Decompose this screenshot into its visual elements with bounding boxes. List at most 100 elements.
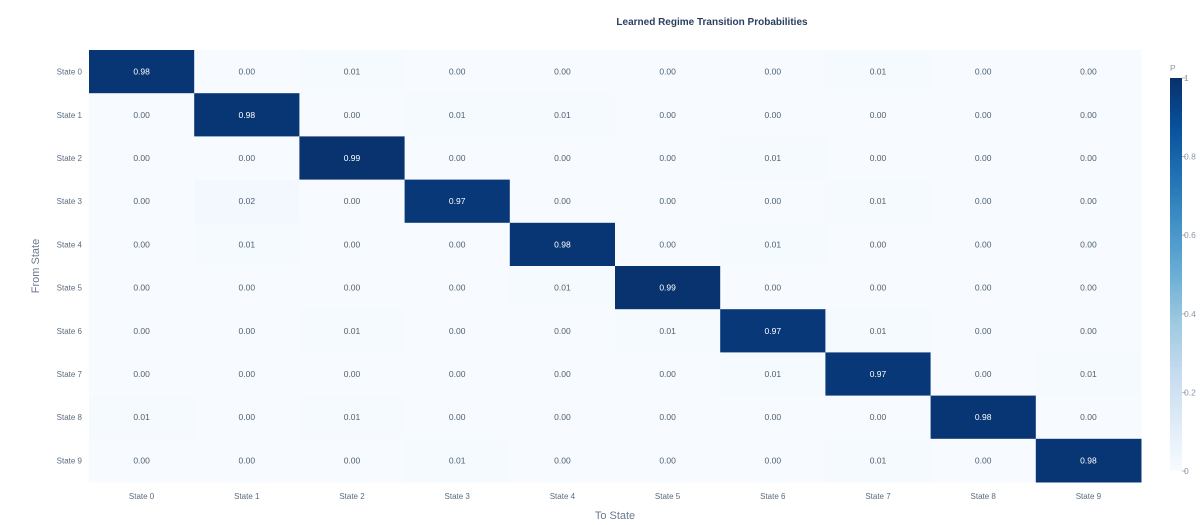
x-tick-label: State 3 (445, 492, 471, 501)
x-tick-label: State 0 (129, 492, 155, 501)
heatmap-cell (1035, 179, 1142, 224)
cell-value-label: 0.00 (659, 369, 676, 379)
y-axis-ticks: State 0 State 1 State 2 State 3 State 4 State… (57, 68, 83, 466)
y-tick-label: State 7 (57, 370, 83, 379)
heatmap-cell (509, 179, 616, 224)
cell-value-label: 0.00 (449, 67, 466, 77)
colorbar-tick-label: 0.4 (1184, 309, 1196, 319)
cell-value-label: 0.00 (870, 110, 887, 120)
cell-value-label: 0.00 (239, 369, 256, 379)
cell-value-label: 0.02 (239, 196, 256, 206)
y-tick-label: State 2 (57, 154, 83, 163)
x-axis-ticks: State 0 State 1 State 2 State 3 State 4 State… (129, 492, 1102, 501)
cell-value-label: 0.99 (344, 153, 361, 163)
heatmap-cell (404, 179, 511, 224)
heatmap-cell (509, 222, 616, 267)
heatmap-cell (509, 93, 616, 137)
heatmap-cell (194, 266, 300, 310)
cell-value-label: 0.01 (765, 239, 782, 249)
x-tick-label: State 7 (865, 492, 891, 501)
x-tick-label: State 9 (1076, 492, 1102, 501)
heatmap-cell (194, 352, 300, 397)
heatmap-cell (509, 136, 616, 181)
cell-value-label: 0.00 (659, 196, 676, 206)
y-tick-label: State 4 (57, 240, 83, 249)
heatmap-cell (194, 50, 300, 94)
heatmap-cell (825, 438, 932, 483)
heatmap-cell (615, 309, 721, 353)
x-tick-label: State 6 (760, 492, 786, 501)
heatmap-cell (299, 136, 406, 181)
cell-value-label: 0.00 (765, 455, 782, 465)
heatmap-cell (404, 93, 511, 137)
heatmap-cell (615, 266, 721, 310)
cell-value-label: 0.01 (870, 455, 887, 465)
cell-value-label: 0.00 (870, 283, 887, 293)
heatmap-cell (720, 352, 826, 397)
cell-value-label: 0.00 (554, 196, 571, 206)
cell-value-label: 0.01 (765, 369, 782, 379)
x-axis-label: To State (595, 510, 635, 522)
cell-value-label: 0.00 (975, 455, 992, 465)
heatmap-cell (89, 438, 195, 483)
heatmap-cell (720, 438, 826, 483)
heatmap-cell (404, 222, 511, 267)
heatmap-cell (1035, 50, 1142, 94)
y-tick-label: State 8 (57, 413, 83, 422)
heatmap-cell (404, 352, 511, 397)
y-tick-label: State 5 (57, 284, 83, 293)
cell-value-label: 0.00 (1080, 67, 1097, 77)
heatmap-cell (299, 93, 406, 137)
cell-value-label: 0.00 (765, 412, 782, 422)
heatmap-cells (89, 50, 1142, 483)
cell-value-label: 0.00 (870, 239, 887, 249)
heatmap-cell (194, 395, 300, 440)
cell-value-label: 0.00 (765, 67, 782, 77)
cell-value-label: 0.00 (975, 153, 992, 163)
colorbar-gradient (1170, 78, 1182, 471)
cell-value-label: 0.98 (239, 110, 256, 120)
heatmap-cell (299, 309, 406, 353)
heatmap-cell (194, 309, 300, 353)
cell-value-label: 0.97 (765, 326, 782, 336)
cell-value-label: 0.00 (133, 196, 150, 206)
y-axis-label: From State (30, 239, 42, 293)
heatmap-cell (89, 179, 195, 224)
heatmap-cell (509, 438, 616, 483)
heatmap-cell (930, 50, 1037, 94)
heatmap-cell (194, 93, 300, 137)
cell-value-label: 0.00 (554, 455, 571, 465)
cell-value-label: 0.00 (1080, 196, 1097, 206)
cell-value-label: 0.00 (344, 283, 361, 293)
heatmap-cell (299, 266, 406, 310)
colorbar-tick-label: 0.6 (1184, 230, 1196, 240)
cell-value-label: 0.00 (975, 326, 992, 336)
cell-value-label: 0.00 (975, 67, 992, 77)
colorbar-tick-label: 0.2 (1184, 387, 1196, 397)
heatmap-cell (194, 438, 300, 483)
heatmap-cell (1035, 395, 1142, 440)
cell-value-label: 0.01 (659, 326, 676, 336)
cell-value-label: 0.00 (449, 369, 466, 379)
cell-value-label: 0.00 (765, 196, 782, 206)
cell-value-label: 0.00 (1080, 326, 1097, 336)
heatmap-cell (89, 222, 195, 267)
heatmap-cell (930, 266, 1037, 310)
heatmap-cell (825, 93, 932, 137)
cell-value-label: 0.00 (1080, 283, 1097, 293)
x-tick-label: State 1 (234, 492, 260, 501)
heatmap-cell (1035, 93, 1142, 137)
cell-value-label: 0.00 (659, 153, 676, 163)
heatmap-cell (404, 266, 511, 310)
heatmap-cell (615, 222, 721, 267)
heatmap-cell (1035, 309, 1142, 353)
cell-value-label: 0.00 (870, 153, 887, 163)
cell-value-label: 0.97 (449, 196, 466, 206)
cell-value-label: 0.00 (133, 110, 150, 120)
heatmap-cell (509, 309, 616, 353)
y-tick-label: State 6 (57, 327, 83, 336)
cell-value-label: 0.01 (870, 67, 887, 77)
cell-value-label: 0.00 (239, 326, 256, 336)
heatmap-cell (1035, 438, 1142, 483)
